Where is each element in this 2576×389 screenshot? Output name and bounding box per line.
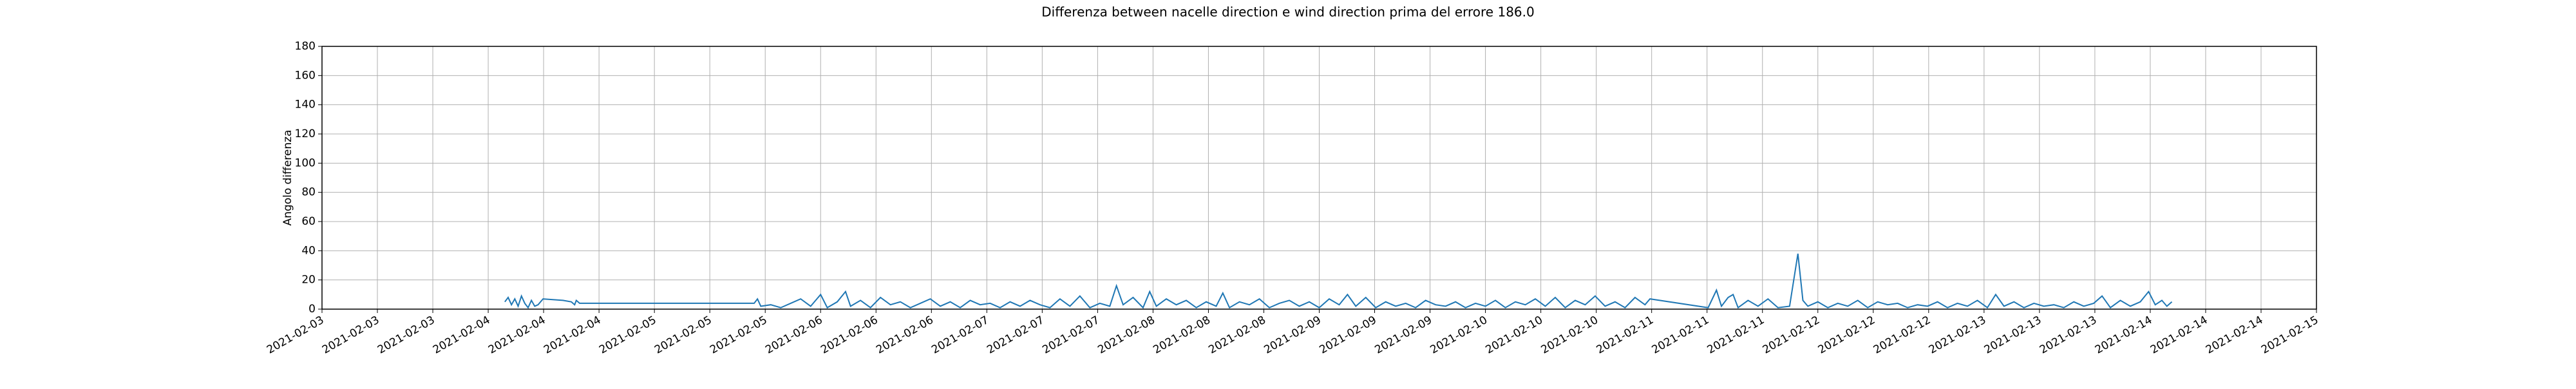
y-tick-label: 100 (295, 157, 316, 169)
y-tick-label: 0 (308, 303, 316, 316)
x-tick-label: 2021-02-14 (2148, 314, 2210, 357)
x-tick-label: 2021-02-13 (1982, 314, 2044, 357)
x-tick-label: 2021-02-05 (708, 314, 770, 357)
x-tick-label: 2021-02-08 (1151, 314, 1213, 357)
x-tick-label: 2021-02-11 (1705, 314, 1767, 357)
x-tick-label: 2021-02-05 (652, 314, 714, 357)
x-tick-label: 2021-02-12 (1816, 314, 1878, 357)
x-tick-label: 2021-02-03 (320, 314, 382, 357)
y-tick-label: 60 (301, 215, 316, 228)
x-tick-label: 2021-02-11 (1650, 314, 1712, 357)
x-tick-label: 2021-02-13 (1927, 314, 1989, 357)
x-tick-label: 2021-02-07 (985, 314, 1046, 357)
y-tick-label: 80 (301, 186, 316, 199)
x-tick-label: 2021-02-14 (2093, 314, 2155, 357)
x-tick-label: 2021-02-12 (1761, 314, 1823, 357)
x-tick-label: 2021-02-11 (1595, 314, 1656, 357)
y-tick-label: 40 (301, 244, 316, 257)
x-tick-label: 2021-02-06 (763, 314, 825, 357)
y-tick-label: 180 (295, 40, 316, 53)
x-tick-label: 2021-02-12 (1871, 314, 1933, 357)
x-tick-label: 2021-02-08 (1206, 314, 1268, 357)
y-tick-label: 140 (295, 99, 316, 111)
x-tick-label: 2021-02-13 (2038, 314, 2099, 357)
x-tick-label: 2021-02-10 (1539, 314, 1601, 357)
x-tick-label: 2021-02-09 (1317, 314, 1379, 357)
x-tick-label: 2021-02-08 (1095, 314, 1157, 357)
x-tick-label: 2021-02-05 (597, 314, 659, 357)
x-tick-label: 2021-02-10 (1428, 314, 1490, 357)
x-tick-label: 2021-02-10 (1484, 314, 1546, 357)
y-tick-label: 20 (301, 274, 316, 287)
x-tick-label: 2021-02-03 (375, 314, 437, 357)
x-tick-label: 2021-02-04 (486, 314, 548, 357)
y-tick-label: 120 (295, 128, 316, 140)
x-tick-label: 2021-02-07 (929, 314, 991, 357)
x-tick-label: 2021-02-09 (1373, 314, 1435, 357)
x-tick-label: 2021-02-03 (265, 314, 327, 357)
y-tick-label: 160 (295, 69, 316, 82)
x-tick-label: 2021-02-04 (542, 314, 603, 357)
chart-title: Differenza between nacelle direction e w… (1041, 5, 1534, 20)
plot-frame (321, 46, 2317, 310)
data-line (504, 253, 2173, 309)
x-tick-label: 2021-02-04 (431, 314, 493, 357)
x-tick-label: 2021-02-15 (2259, 314, 2321, 357)
x-tick-label: 2021-02-09 (1262, 314, 1323, 357)
x-tick-label: 2021-02-06 (819, 314, 880, 357)
x-tick-label: 2021-02-07 (1040, 314, 1102, 357)
y-axis-label: Angolo differenza (281, 130, 294, 226)
x-tick-label: 2021-02-06 (874, 314, 936, 357)
x-tick-label: 2021-02-14 (2204, 314, 2266, 357)
